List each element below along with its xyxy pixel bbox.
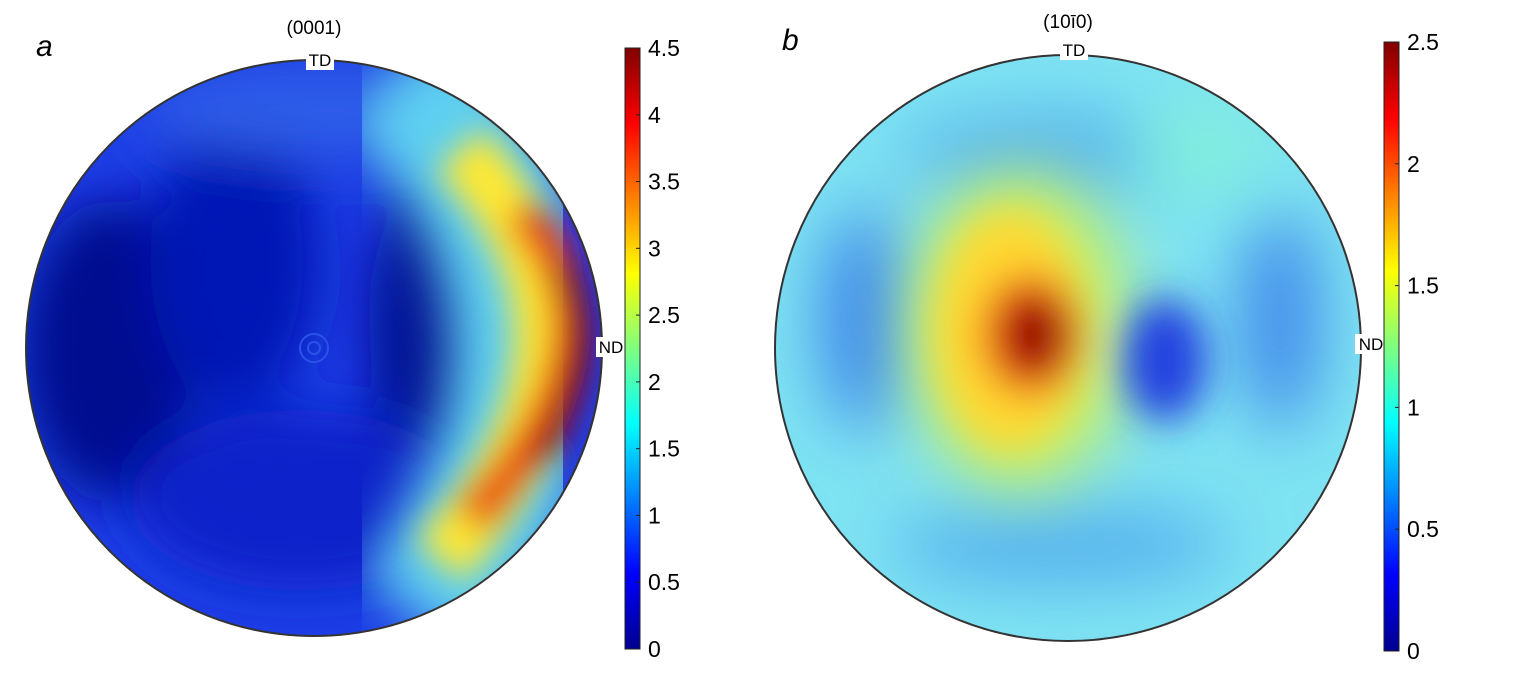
colorbar-a-tick-label: 1: [648, 502, 661, 528]
colorbar-a-tick-label: 2.5: [648, 302, 680, 328]
panel-b-title: (10ī0): [1043, 12, 1093, 33]
nd-label-a-box: [596, 337, 626, 357]
colorbar-a-tick-label: 3: [648, 235, 661, 261]
colorbar-a: 0 0.5 1 1.5 2 2.5 3 3.5 4 4.5: [624, 35, 680, 662]
colorbar-a-ticks: 0 0.5 1 1.5 2 2.5 3 3.5 4 4.5: [636, 35, 680, 662]
pole-figure-a: [26, 60, 602, 636]
panel-a-label: a: [36, 30, 53, 63]
colorbar-a-tick-label: 3.5: [648, 169, 680, 195]
low-lobe-right: [1240, 210, 1320, 430]
nd-label-a: ND: [599, 338, 624, 357]
peak-region: [1005, 295, 1065, 375]
colorbar-b-tick-label: 0.5: [1407, 516, 1439, 542]
td-label-b-box: [1060, 40, 1088, 60]
colorbar-a-tick-label: 0: [648, 636, 661, 662]
td-label-a: TD: [309, 51, 332, 70]
nd-label-b: ND: [1359, 335, 1384, 354]
colorbar-a-tick-label: 2: [648, 369, 661, 395]
colorbar-a-tick-label: 1.5: [648, 436, 680, 462]
panel-b-label: b: [782, 24, 799, 57]
low-lobe-bottom: [890, 505, 1230, 585]
td-label-a-box: [306, 50, 334, 70]
colorbar-b-tick-label: 2.5: [1407, 29, 1439, 55]
colorbar-a-tick-label: 0.5: [648, 569, 680, 595]
colorbar-a-tick-label: 4.5: [648, 35, 680, 61]
panel-a: a (0001) TD ND: [25, 18, 680, 662]
minimum-region-right: [1123, 298, 1207, 422]
td-label-b: TD: [1063, 41, 1086, 60]
nd-label-b-box: [1355, 334, 1387, 354]
colorbar-b-tick-label: 1: [1407, 394, 1420, 420]
colorbar-b: 0 0.5 1 1.5 2 2.5: [1383, 29, 1439, 664]
ring-inner: [456, 197, 588, 533]
colorbar-b-tick-label: 1.5: [1407, 273, 1439, 299]
colorbar-a-gradient: [624, 47, 641, 650]
mid-region-top-right: [1130, 110, 1270, 190]
colorbar-b-tick-label: 0: [1407, 638, 1420, 664]
center-marker-ring: [299, 333, 329, 363]
colorbar-b-gradient: [1383, 41, 1400, 652]
colorbar-b-tick-label: 2: [1407, 151, 1420, 177]
panel-b: b (10ī0) TD ND: [774, 12, 1439, 664]
low-lobe-left: [820, 210, 910, 430]
colorbar-b-ticks: 0 0.5 1 1.5 2 2.5: [1395, 29, 1439, 664]
ring-peak: [531, 259, 591, 466]
colorbar-a-tick-label: 4: [648, 102, 661, 128]
low-region-center-left: [150, 110, 320, 410]
pole-figure-b: [775, 55, 1361, 641]
panel-a-title: (0001): [287, 18, 342, 39]
center-marker-ring-inner: [307, 341, 321, 355]
